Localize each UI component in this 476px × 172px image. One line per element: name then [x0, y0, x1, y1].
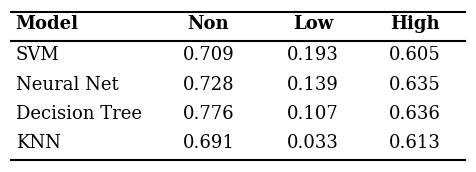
Text: 0.107: 0.107: [287, 105, 339, 123]
Text: 0.635: 0.635: [389, 76, 441, 94]
Text: 0.613: 0.613: [389, 134, 441, 152]
Text: Non: Non: [188, 15, 229, 34]
Text: 0.709: 0.709: [183, 46, 234, 64]
Text: Neural Net: Neural Net: [16, 76, 119, 94]
Text: Decision Tree: Decision Tree: [16, 105, 141, 123]
Text: KNN: KNN: [16, 134, 60, 152]
Text: High: High: [390, 15, 440, 34]
Text: 0.776: 0.776: [183, 105, 234, 123]
Text: 0.139: 0.139: [287, 76, 339, 94]
Text: 0.033: 0.033: [287, 134, 339, 152]
Text: 0.193: 0.193: [287, 46, 339, 64]
Text: 0.605: 0.605: [389, 46, 441, 64]
Text: 0.691: 0.691: [182, 134, 234, 152]
Text: SVM: SVM: [16, 46, 60, 64]
Text: 0.728: 0.728: [183, 76, 234, 94]
Text: Low: Low: [293, 15, 333, 34]
Text: 0.636: 0.636: [389, 105, 441, 123]
Text: Model: Model: [16, 15, 79, 34]
